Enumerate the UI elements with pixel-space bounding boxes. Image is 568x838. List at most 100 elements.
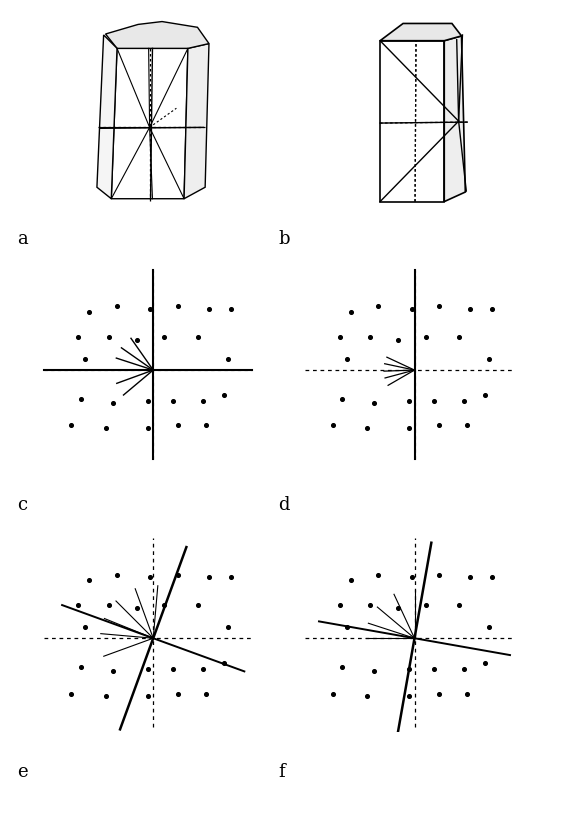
Point (146, 571, 155, 584)
Point (454, 330, 463, 344)
Point (174, 687, 183, 701)
Point (85, 573, 94, 587)
Point (67, 419, 76, 432)
Polygon shape (184, 44, 209, 199)
Polygon shape (106, 22, 209, 49)
Point (74, 330, 83, 344)
Polygon shape (444, 36, 465, 202)
Point (435, 300, 444, 313)
Point (481, 656, 490, 670)
Point (465, 303, 474, 316)
Text: c: c (17, 496, 27, 514)
Point (201, 687, 210, 701)
Point (226, 571, 235, 584)
Point (143, 662, 152, 675)
Point (338, 660, 347, 674)
Point (335, 598, 344, 612)
Text: a: a (17, 230, 28, 248)
Point (404, 690, 414, 703)
Point (174, 568, 183, 582)
Point (370, 396, 379, 410)
Point (226, 303, 235, 316)
Point (108, 665, 118, 678)
Point (370, 665, 379, 678)
Point (81, 620, 90, 634)
Point (421, 598, 430, 612)
Point (460, 394, 469, 407)
Point (74, 598, 83, 612)
Point (338, 392, 347, 406)
Point (193, 598, 202, 612)
Polygon shape (380, 41, 444, 202)
Point (465, 571, 474, 584)
Point (102, 690, 111, 703)
Point (105, 330, 114, 344)
Point (174, 419, 183, 432)
Point (346, 573, 356, 587)
Point (199, 662, 208, 675)
Point (112, 568, 122, 582)
Point (429, 394, 438, 407)
Point (363, 690, 372, 703)
Point (102, 422, 111, 435)
Point (160, 330, 169, 344)
Point (393, 333, 402, 346)
Point (328, 419, 337, 432)
Point (67, 687, 76, 701)
Point (146, 303, 155, 316)
Point (393, 601, 402, 614)
Point (201, 419, 210, 432)
Point (485, 352, 494, 365)
Point (204, 571, 213, 584)
Point (429, 662, 438, 675)
Point (77, 660, 86, 674)
Point (160, 598, 169, 612)
Polygon shape (111, 49, 188, 199)
Point (404, 662, 414, 675)
Point (168, 662, 177, 675)
Point (223, 620, 232, 634)
Point (204, 303, 213, 316)
Point (143, 422, 152, 435)
Point (404, 422, 414, 435)
Text: e: e (17, 763, 28, 780)
Point (223, 352, 232, 365)
Point (219, 388, 228, 401)
Polygon shape (97, 35, 117, 199)
Point (363, 422, 372, 435)
Text: d: d (278, 496, 290, 514)
Point (105, 598, 114, 612)
Point (481, 388, 490, 401)
Point (199, 394, 208, 407)
Point (462, 419, 471, 432)
Point (407, 303, 416, 316)
Point (193, 330, 202, 344)
Point (435, 419, 444, 432)
Point (485, 620, 494, 634)
Point (328, 687, 337, 701)
Point (132, 601, 141, 614)
Point (85, 305, 94, 318)
Text: b: b (278, 230, 290, 248)
Point (342, 352, 351, 365)
Point (462, 687, 471, 701)
Point (407, 571, 416, 584)
Point (335, 330, 344, 344)
Point (108, 396, 118, 410)
Point (112, 300, 122, 313)
Point (143, 394, 152, 407)
Point (454, 598, 463, 612)
Point (366, 598, 375, 612)
Point (219, 656, 228, 670)
Point (81, 352, 90, 365)
Point (460, 662, 469, 675)
Point (174, 300, 183, 313)
Polygon shape (380, 23, 462, 41)
Point (143, 690, 152, 703)
Point (404, 394, 414, 407)
Point (435, 568, 444, 582)
Point (77, 392, 86, 406)
Point (168, 394, 177, 407)
Point (374, 568, 383, 582)
Text: f: f (278, 763, 285, 780)
